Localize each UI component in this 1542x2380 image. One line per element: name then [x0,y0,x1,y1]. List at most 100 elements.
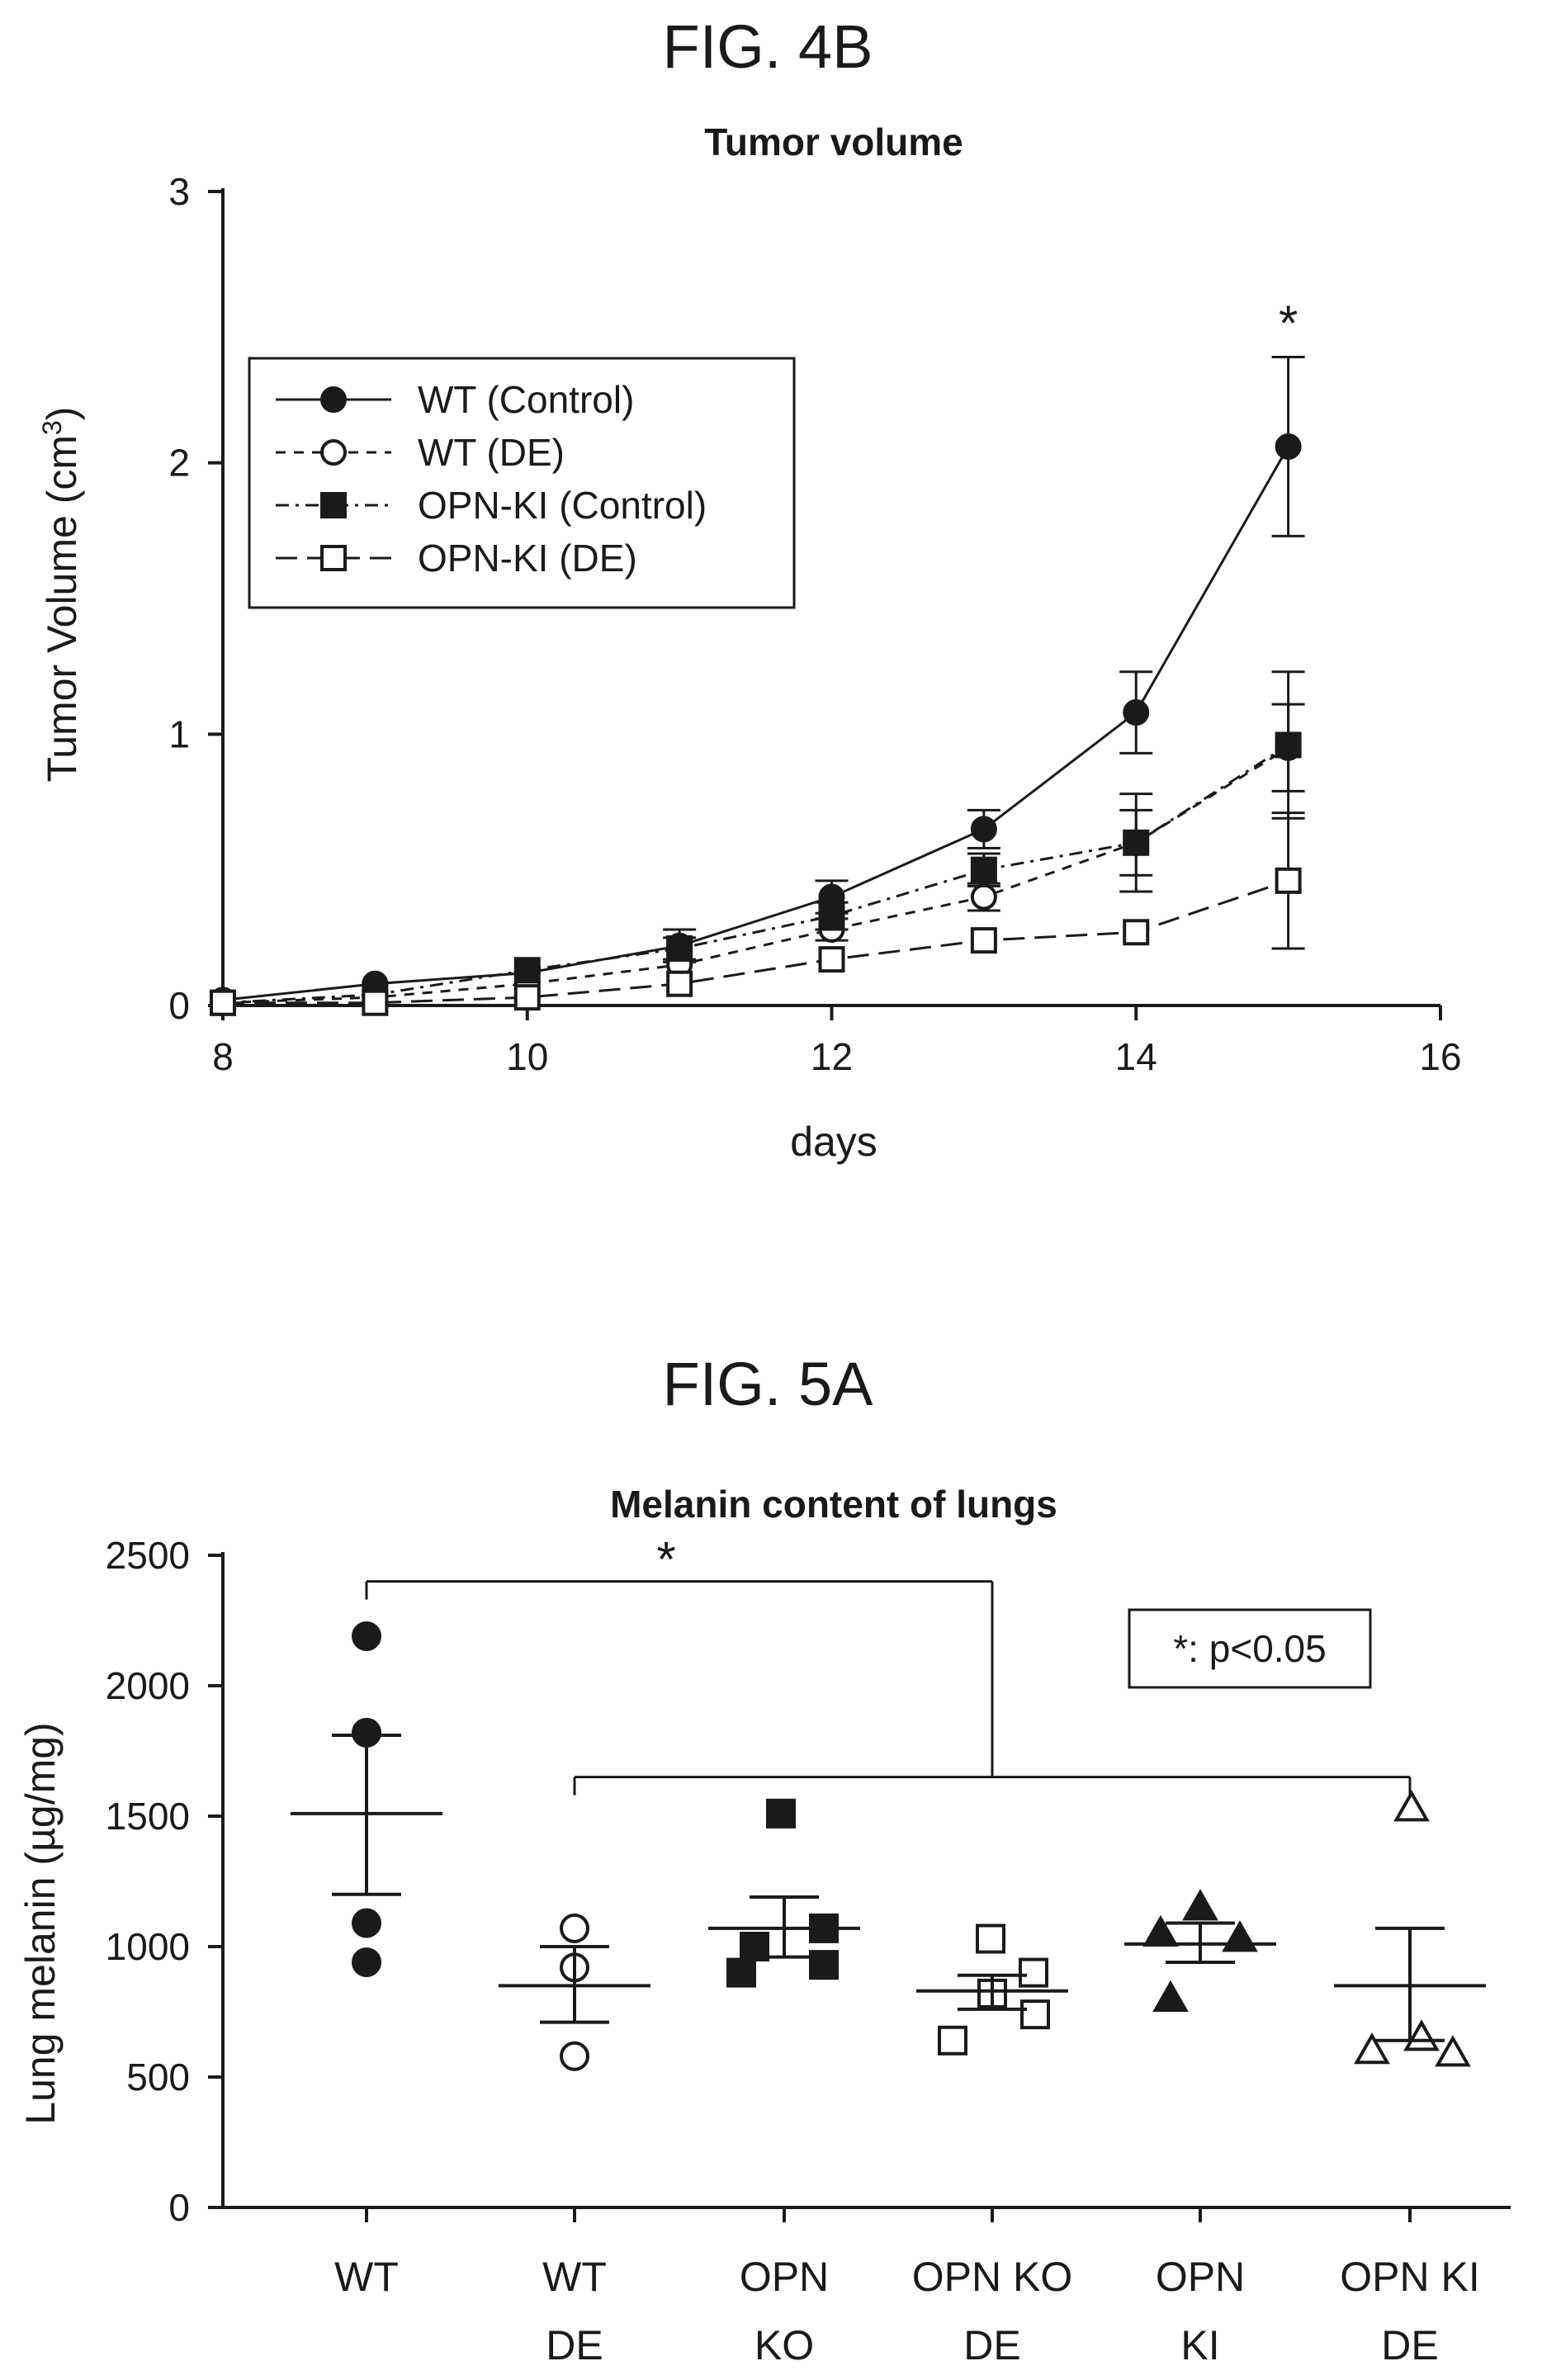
data-point [666,970,693,997]
data-point [513,984,541,1011]
fig-5a-tick-labels: 0 500 1000 1500 2000 2500 [106,1534,190,2229]
y-tick-label: 1000 [106,1925,190,1968]
fig-5a-category-labels: WT WT DE OPN KO OPN KO DE OPN KI OPN KI DE [334,2254,1480,2368]
fig-4b-significance-marker: * [1279,296,1298,351]
group-open-square [916,1923,1068,2056]
data-point [352,1621,381,1651]
data-point [1275,867,1302,894]
y-tick-label: 1 [168,712,190,755]
y-tick-label: 500 [126,2056,190,2098]
fig-4b-title: Tumor volume [704,121,963,163]
category-label-line1: OPN [740,2254,829,2300]
comparison-bracket [365,1580,1412,1796]
fig-4b-label: FIG. 4B [663,12,873,81]
data-point [818,946,845,973]
fig-4b-y-axis-label-main: Tumor Volume (cm [39,435,85,782]
p-value-box: *: p<0.05 [1128,1608,1372,1689]
category-label-line1: OPN KO [912,2254,1072,2300]
data-point [513,957,541,984]
category-label-line2: DE [546,2322,603,2368]
data-point [362,989,389,1016]
fig-4b-x-axis-label: days [790,1119,877,1165]
y-tick-label: 3 [168,170,190,213]
data-point [1275,731,1302,759]
y-tick-label: 2000 [106,1664,190,1707]
data-point [666,934,693,962]
fig-5a-label: FIG. 5A [663,1350,874,1418]
y-tick-label: 0 [168,2186,190,2229]
data-point [970,927,997,954]
fig-5a-axes [208,1552,1511,2222]
x-tick-label: 14 [1115,1035,1157,1078]
legend-label: OPN-KI (DE) [418,537,637,580]
legend-entries: WT (Control) WT (DE) OPN-KI (Control) OPN-K… [276,378,707,580]
legend-label: WT (DE) [418,431,565,474]
data-point [818,902,845,930]
group-filled-square [708,1798,860,1988]
y-tick-label: 0 [168,984,190,1027]
data-point [1182,1889,1218,1921]
category-label-line1: OPN KI [1340,2254,1479,2300]
data-point [560,1913,589,1943]
data-point [1275,433,1302,460]
fig-5a-significance-marker: * [656,1532,675,1587]
data-point [1403,2019,1440,2051]
category-label-line2: DE [1381,2322,1438,2368]
legend-label: WT (Control) [418,378,634,421]
group-open-triangle [1334,1790,1486,2067]
y-tick-label: 1500 [106,1795,190,1838]
y-tick-label: 2500 [106,1534,190,1577]
series-line [222,744,1289,1005]
data-point [766,1798,796,1829]
fig-4b-y-axis-label-superscript: 3 [37,420,67,435]
data-point [970,856,997,883]
legend-label: OPN-KI (Control) [418,484,707,527]
data-point [352,1908,381,1938]
legend-marker [320,439,347,466]
series-open-square [210,811,1305,1016]
x-tick-label: 12 [811,1035,853,1078]
data-point [1222,1920,1258,1952]
fig-4b-axes [208,188,1442,1020]
category-label-line2: KO [754,2322,814,2368]
legend-marker [320,545,347,571]
group-filled-triangle [1124,1889,1276,2012]
fig-5a-y-axis-label: Lung melanin (µg/mg) [17,1722,64,2124]
data-point [1123,919,1150,946]
data-point [1393,1790,1430,1822]
category-label-line1: WT [542,2254,607,2300]
category-label-line2: DE [963,2322,1020,2368]
fig-4b-legend: WT (Control) WT (DE) OPN-KI (Control) OPN-K… [248,357,796,609]
data-point [1435,2035,1471,2067]
category-label-line1: OPN [1156,2254,1245,2300]
fig-5a-title: Melanin content of lungs [610,1483,1057,1526]
p-value-text: *: p<0.05 [1173,1627,1326,1670]
series-line [223,879,1289,1005]
fig-4b-series [210,355,1305,1016]
data-point [560,2041,589,2071]
legend-marker [320,386,347,413]
category-label-line1: WT [334,2254,399,2300]
p-value-box-border [1128,1608,1372,1689]
data-point [726,1957,756,1988]
data-point [1019,1957,1048,1988]
data-point [1123,699,1150,726]
series-open-circle [210,703,1305,1016]
x-tick-label: 16 [1419,1035,1461,1078]
data-point [1152,1980,1189,2012]
data-point [938,2025,967,2056]
fig-4b-y-axis-label-close: ) [39,407,85,421]
x-tick-label: 8 [212,1035,234,1078]
legend-marker [320,492,347,518]
data-point [970,883,997,911]
group-open-circle [499,1913,650,2071]
data-point [1354,2032,1390,2065]
x-tick-label: 10 [506,1035,548,1078]
fig-5a-groups [291,1621,1486,2071]
data-point [976,1923,1005,1954]
y-tick-label: 2 [168,442,190,485]
data-point [1020,1999,1050,2030]
fig-4b-y-axis-label: Tumor Volume (cm3) [37,407,85,783]
